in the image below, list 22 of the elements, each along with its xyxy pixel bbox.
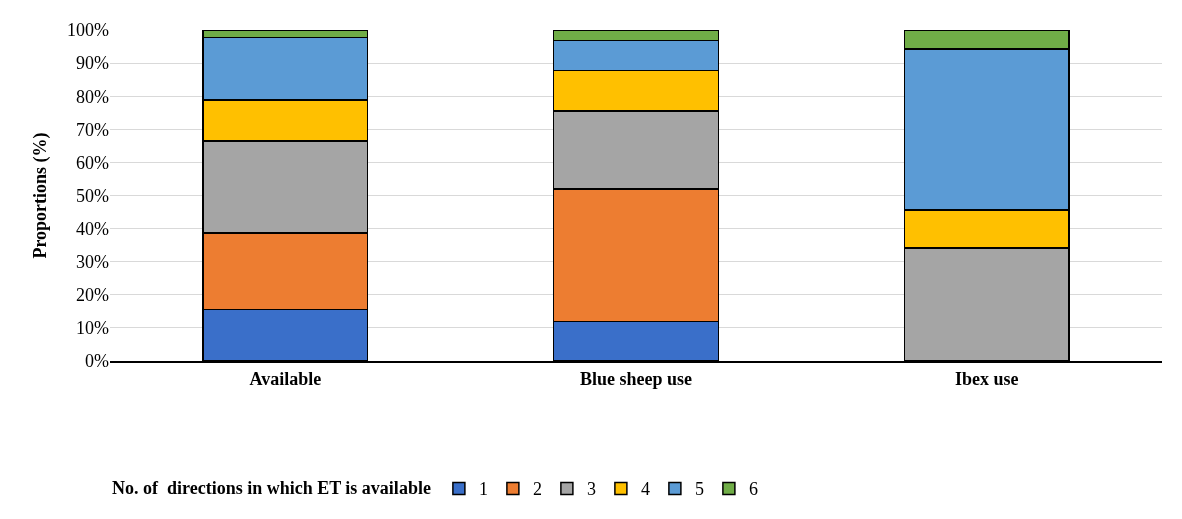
x-tick-label: Available [249, 368, 322, 389]
y-tick-label: 10% [76, 318, 109, 339]
y-tick-label: 30% [76, 252, 109, 272]
legend-title: No. of directions in which ET is available [112, 477, 431, 498]
legend-label: 6 [748, 479, 758, 500]
legend-label: 4 [640, 479, 650, 500]
y-tick-label: 40% [76, 218, 109, 239]
y-tick-label: 60% [76, 152, 109, 173]
legend-label: 1 [478, 479, 488, 500]
y-tick-label: 0% [85, 351, 109, 372]
y-tick-label: 20% [76, 285, 109, 306]
legend-label: 2 [532, 479, 542, 500]
x-tick-label: Ibex use [954, 368, 1019, 389]
y-tick-label: 80% [76, 86, 109, 107]
legend-label: 5 [694, 479, 704, 500]
y-tick-label: 70% [76, 119, 109, 140]
legend-label: 3 [586, 479, 596, 500]
y-tick-label: 100% [67, 20, 109, 41]
x-tick-label: Blue sheep use [579, 368, 693, 389]
y-axis-title: Proportions (%) [30, 132, 52, 259]
y-tick-label: 50% [76, 185, 109, 206]
y-tick-label: 90% [76, 53, 109, 74]
